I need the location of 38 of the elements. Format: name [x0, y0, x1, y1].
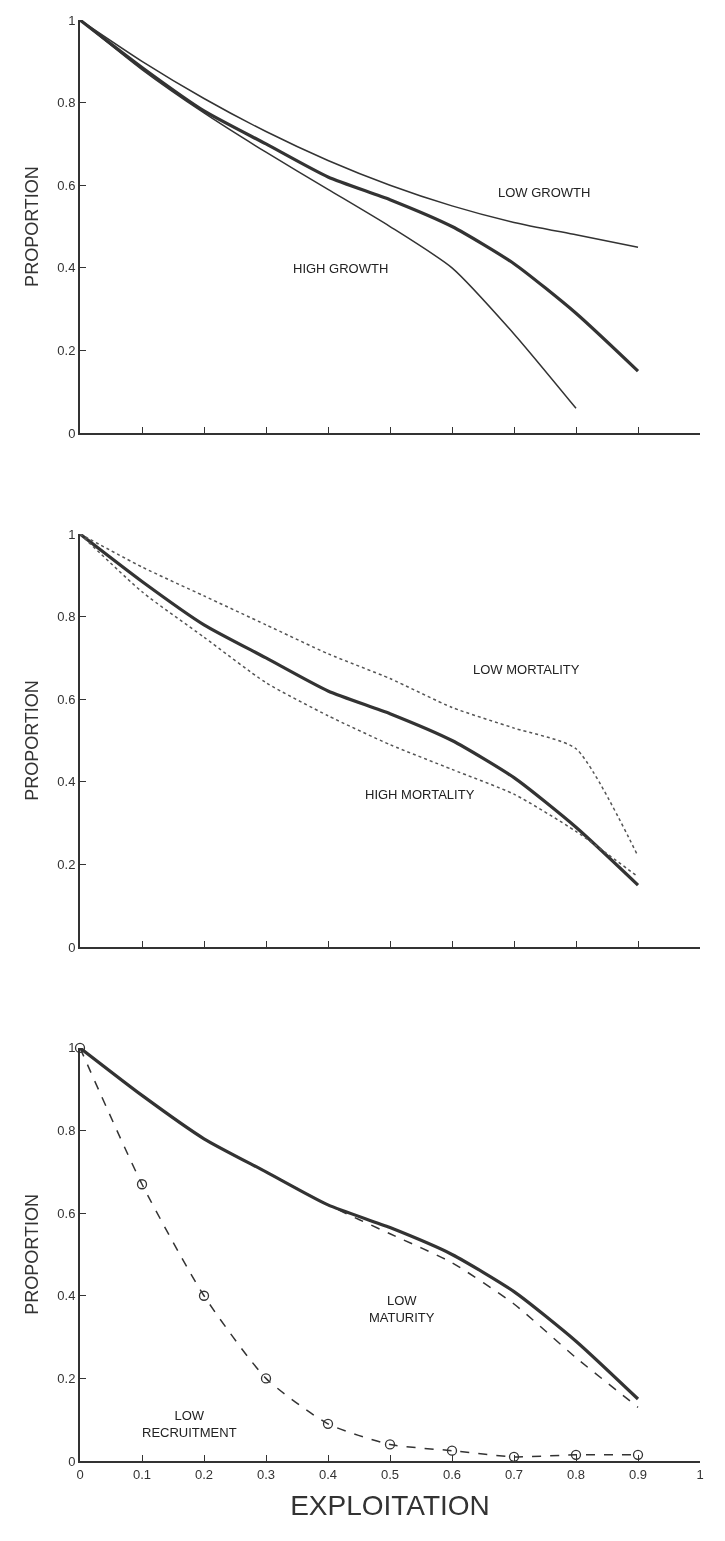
y-tick-label: 0	[68, 939, 76, 955]
x-tick-label: 0.4	[318, 1466, 338, 1482]
y-tick-label: 0.8	[57, 609, 76, 625]
y-tick-label: 0	[68, 1453, 76, 1469]
x-tick-label: 0.5	[380, 1466, 400, 1482]
y-tick-label: 0.4	[57, 1288, 76, 1304]
y-tick-label: 0.2	[57, 343, 76, 359]
x-tick-label: 0.9	[628, 1466, 648, 1482]
y-tick-label: 1	[68, 1040, 76, 1056]
series-label: HIGH MORTALITY	[365, 787, 475, 802]
text: LOW MORTALITY	[473, 662, 580, 677]
text: HIGH GROWTH	[293, 261, 389, 276]
x-tick-label: 0.8	[566, 1466, 586, 1482]
y-tick-label: 1	[68, 12, 76, 28]
y-tick-label: 0.8	[57, 1123, 76, 1139]
y-tick-label: 0.8	[57, 95, 76, 111]
y-tick-label: 0.2	[57, 1370, 76, 1386]
y-tick-label: 0.4	[57, 260, 76, 276]
y-tick-label: 0.6	[57, 691, 76, 707]
x-tick-label: 0.1	[132, 1466, 152, 1482]
x-tick-label: 1	[696, 1466, 704, 1482]
y-axis-title: PROPORTION	[22, 166, 43, 287]
y-tick-label: 0.6	[57, 1205, 76, 1221]
x-tick-label: 0.2	[194, 1466, 214, 1482]
y-tick-label: 0.4	[57, 774, 76, 790]
y-tick-label: 0.2	[57, 856, 76, 872]
y-axis-title: PROPORTION	[22, 1194, 43, 1315]
x-tick-label: 0.3	[256, 1466, 276, 1482]
x-tick-label: 0.7	[504, 1466, 524, 1482]
x-tick-label: 0.6	[442, 1466, 462, 1482]
series-label: LOW GROWTH	[498, 185, 591, 200]
y-axis-title: PROPORTION	[22, 680, 43, 801]
y-tick-label: 0.6	[57, 177, 76, 193]
y-tick-label: 0	[68, 425, 76, 441]
text: LOW MATURITY	[369, 1293, 435, 1325]
x-axis-title: EXPLOITATION	[290, 1490, 490, 1522]
text: LOW RECRUITMENT	[142, 1408, 237, 1440]
y-tick-label: 1	[68, 526, 76, 542]
